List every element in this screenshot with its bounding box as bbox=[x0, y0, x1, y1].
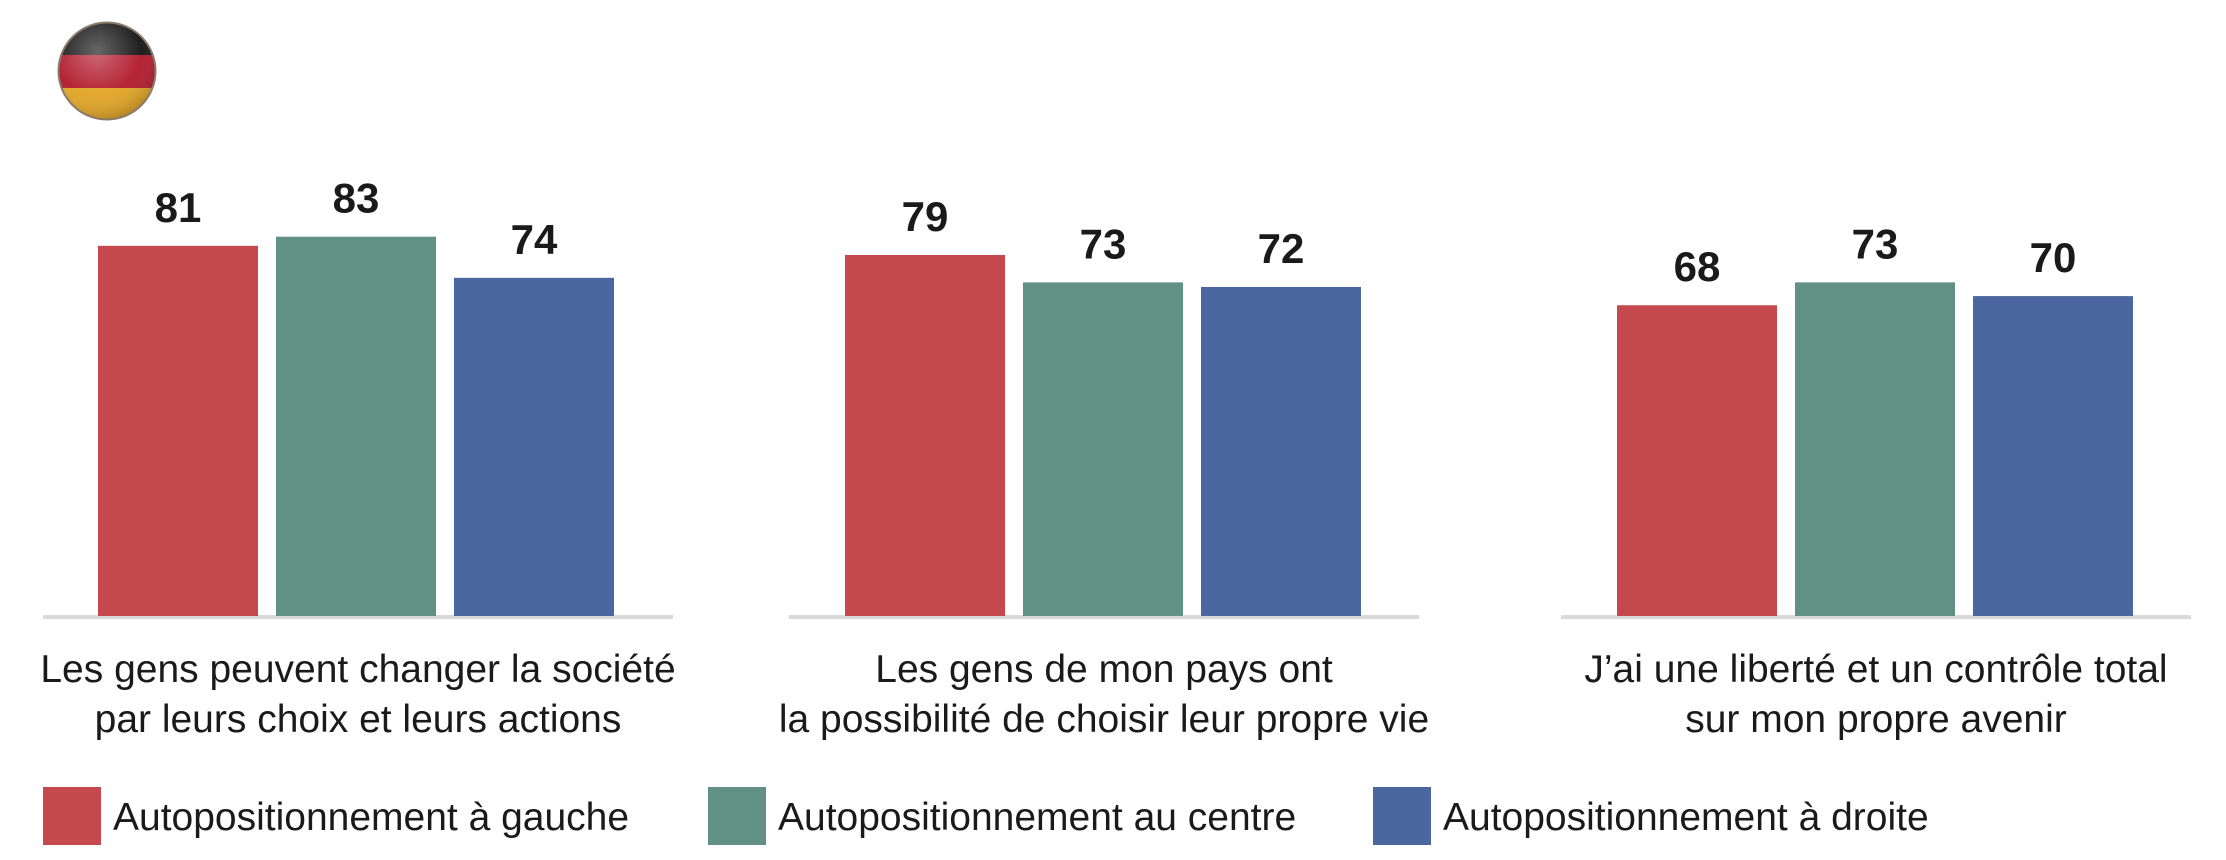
bar bbox=[845, 254, 1005, 616]
data-label: 73 bbox=[1080, 220, 1127, 267]
bar-group: 81 83 74 Les gens peuvent changer la sociét… bbox=[40, 175, 675, 741]
legend-item: Autopositionnement à gauche bbox=[43, 787, 629, 845]
category-label: Les gens de mon pays ont bbox=[875, 648, 1333, 691]
legend-label: Autopositionnement au centre bbox=[778, 796, 1296, 839]
bar-group: 68 73 70 J’ai une liberté et un contrôle to… bbox=[1561, 220, 2191, 741]
legend-item: Autopositionnement au centre bbox=[708, 787, 1296, 845]
baseline bbox=[789, 615, 1419, 619]
category-label: Les gens peuvent changer la société bbox=[40, 648, 675, 691]
bar bbox=[276, 236, 436, 616]
bar bbox=[1795, 282, 1955, 616]
bar bbox=[98, 245, 258, 616]
bar bbox=[454, 277, 614, 616]
category-label: par leurs choix et leurs actions bbox=[95, 698, 622, 741]
category-label: la possibilité de choisir leur propre vi… bbox=[779, 698, 1429, 741]
data-label: 83 bbox=[333, 175, 380, 222]
data-label: 81 bbox=[155, 184, 202, 231]
legend-item: Autopositionnement à droite bbox=[1373, 787, 1929, 845]
data-label: 79 bbox=[902, 193, 949, 240]
category-label: J’ai une liberté et un contrôle total bbox=[1584, 648, 2167, 691]
bar bbox=[1973, 296, 2133, 616]
data-label: 68 bbox=[1674, 243, 1721, 290]
legend-label: Autopositionnement à gauche bbox=[113, 796, 629, 839]
legend: Autopositionnement à gauche Autopositionn… bbox=[43, 787, 1929, 845]
bar bbox=[1201, 286, 1361, 616]
baseline bbox=[1561, 615, 2191, 619]
category-label: sur mon propre avenir bbox=[1685, 698, 2067, 741]
bar bbox=[1617, 305, 1777, 616]
legend-swatch bbox=[1373, 787, 1431, 845]
legend-swatch bbox=[708, 787, 766, 845]
data-label: 72 bbox=[1258, 225, 1305, 272]
germany-flag-icon bbox=[57, 21, 157, 121]
data-label: 73 bbox=[1852, 220, 1899, 267]
bar-groups: 81 83 74 Les gens peuvent changer la sociét… bbox=[40, 175, 2191, 741]
legend-label: Autopositionnement à droite bbox=[1443, 796, 1929, 839]
bar bbox=[1023, 282, 1183, 616]
baseline bbox=[43, 615, 673, 619]
data-label: 74 bbox=[511, 216, 558, 263]
legend-swatch bbox=[43, 787, 101, 845]
data-label: 70 bbox=[2030, 234, 2077, 281]
bar-group: 79 73 72 Les gens de mon pays ont la possibi… bbox=[779, 193, 1429, 741]
